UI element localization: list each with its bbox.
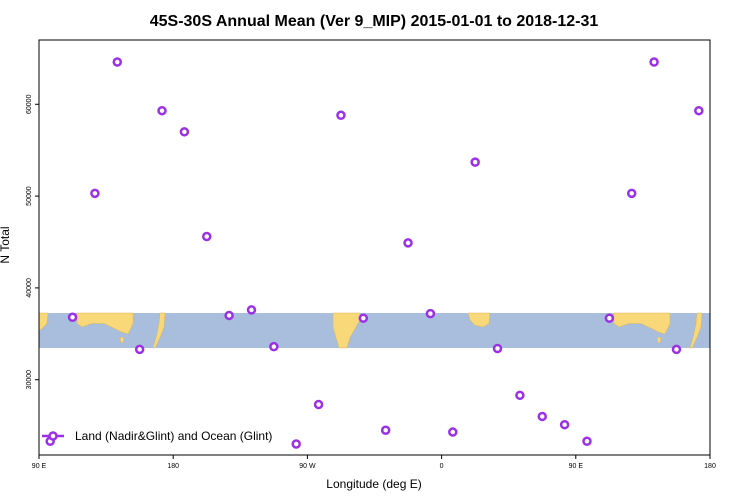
data-point <box>470 157 480 167</box>
world-map-band <box>38 312 710 349</box>
y-tick-label: 30000 <box>26 370 33 390</box>
tasmania-2-land <box>656 337 662 343</box>
tasmania-1-land <box>119 337 125 343</box>
data-point <box>559 419 570 430</box>
data-point <box>157 105 167 116</box>
x-axis-label: Longitude (deg E) <box>326 477 421 491</box>
legend-marker <box>48 431 58 441</box>
data-point <box>515 390 525 401</box>
data-point <box>336 110 346 121</box>
data-point <box>358 313 369 323</box>
data-point <box>649 57 659 67</box>
data-point <box>224 310 234 321</box>
y-axis-label: N Total <box>0 226 12 263</box>
data-point <box>246 305 257 315</box>
y-axis: 30000 40000 50000 60000 <box>26 94 39 389</box>
australia-2-land <box>613 312 671 335</box>
data-point <box>112 57 123 67</box>
y-tick-label: 50000 <box>26 186 33 206</box>
x-axis: 90 E 180 90 W 0 90 E 180 <box>32 455 716 470</box>
chart-title: 45S-30S Annual Mean (Ver 9_MIP) 2015-01-… <box>150 13 599 30</box>
x-tick-label: 90 E <box>569 463 584 470</box>
south-africa-land <box>467 312 491 328</box>
data-point <box>537 411 547 422</box>
x-tick-label: 180 <box>167 463 179 470</box>
new-zealand-2-land <box>689 312 703 349</box>
new-zealand-1-land <box>152 312 166 349</box>
legend: Land (Nadir&Glint) and Ocean (Glint) <box>42 429 272 443</box>
data-point <box>492 343 503 354</box>
data-point <box>604 313 615 323</box>
data-point <box>134 344 145 355</box>
data-points <box>45 57 704 449</box>
data-point <box>448 427 458 437</box>
data-point <box>626 188 637 199</box>
data-point <box>694 105 704 116</box>
x-tick-label: 90 E <box>32 463 47 470</box>
land-masses <box>38 312 703 349</box>
x-tick-label: 180 <box>704 463 716 470</box>
data-point <box>403 238 413 248</box>
data-point <box>425 308 436 319</box>
data-point <box>269 341 279 352</box>
data-point <box>380 425 391 435</box>
data-point <box>67 312 78 323</box>
data-point <box>671 344 682 355</box>
data-point <box>179 127 190 137</box>
data-point <box>90 188 100 199</box>
x-tick-label: 0 <box>440 463 444 470</box>
y-tick-label: 40000 <box>26 278 33 298</box>
data-point <box>582 436 592 446</box>
y-tick-label: 60000 <box>26 94 33 114</box>
x-tick-label: 90 W <box>299 463 316 470</box>
ocean-background <box>39 313 710 348</box>
data-point <box>291 439 301 449</box>
legend-label: Land (Nadir&Glint) and Ocean (Glint) <box>75 429 272 443</box>
australia-1-land <box>76 312 134 335</box>
data-point <box>313 399 324 410</box>
data-point <box>202 231 212 242</box>
plot-frame <box>38 39 711 456</box>
